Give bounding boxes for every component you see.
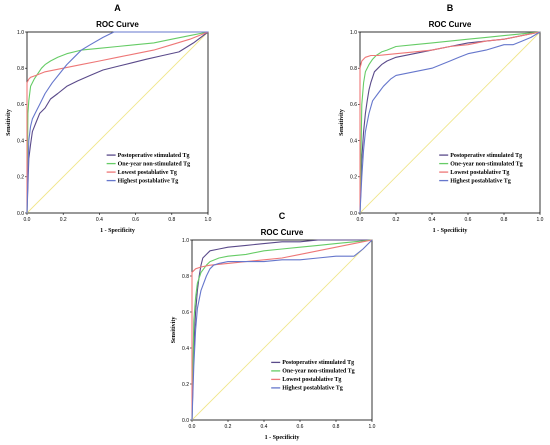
x-tick-label: 0.4: [429, 217, 436, 223]
series-line-one-year-non-stimulated-tg: [26, 31, 209, 214]
y-axis-label: Sensitivity: [339, 109, 345, 136]
legend-label: One-year non-stimulated Tg: [118, 161, 190, 167]
legend-label: Highest postablative Tg: [450, 178, 511, 184]
y-tick-label: 0.2: [182, 382, 189, 388]
legend-label: Lowest postablative Tg: [450, 170, 509, 176]
series-line-postoperative-stimulated-tg: [26, 31, 209, 214]
y-tick-label: 0.4: [350, 138, 357, 144]
series-line-lowest-postablative-tg: [359, 31, 541, 213]
y-tick-label: 0.2: [350, 175, 357, 181]
x-tick-label: 0.4: [261, 424, 268, 430]
reference-line: [26, 31, 209, 214]
x-tick-label: 0.6: [132, 217, 139, 223]
panel-a: A ROC Curve 0.0 0.2 0.4 0.6 0.8 1.0 0.0 0.2 0.4 0.6…: [6, 3, 212, 234]
panel-letter: B: [447, 3, 454, 13]
series-line-one-year-non-stimulated-tg: [359, 31, 541, 214]
x-tick-label: 0.0: [189, 424, 196, 430]
x-tick-label: 0.8: [333, 424, 340, 430]
panel-letter: C: [279, 211, 286, 221]
series-line-highest-postablative-tg: [191, 239, 373, 421]
legend-label: Highest postablative Tg: [282, 386, 343, 392]
series-line-one-year-non-stimulated-tg: [191, 239, 373, 421]
y-tick-label: 0.8: [17, 66, 24, 72]
y-tick-label: 0.8: [182, 274, 189, 280]
reference-line: [359, 31, 541, 214]
y-tick-label: 1.0: [17, 30, 24, 36]
x-axis-label: 1 - Specificity: [265, 435, 300, 441]
x-tick-label: 0.0: [24, 217, 31, 223]
x-tick-label: 1.0: [537, 217, 544, 223]
x-tick-label: 0.2: [393, 217, 400, 223]
legend-label: Lowest postablative Tg: [118, 170, 177, 176]
x-tick-label: 1.0: [205, 217, 212, 223]
series-line-postoperative-stimulated-tg: [191, 239, 372, 421]
x-axis-label: 1 - Specificity: [433, 228, 468, 234]
series-line-postoperative-stimulated-tg: [359, 31, 541, 214]
y-tick-label: 0.6: [17, 102, 24, 108]
y-tick-label: 1.0: [182, 238, 189, 244]
x-tick-label: 0.4: [96, 217, 103, 223]
series-line-lowest-postablative-tg: [191, 239, 373, 420]
chart-title: ROC Curve: [429, 20, 472, 29]
y-axis-label: Sensitivity: [171, 317, 177, 344]
y-tick-label: 0.4: [17, 138, 24, 144]
x-tick-label: 0.8: [501, 217, 508, 223]
panel-c: C ROC Curve 0.0 0.2 0.4 0.6 0.8 1.0 0.0 0.2 0.4 0.6…: [171, 211, 376, 441]
legend-label: Postoperative stimulated Tg: [282, 360, 354, 366]
panel-letter: A: [114, 3, 121, 13]
legend-label: One-year non-stimulated Tg: [450, 161, 522, 167]
series-line-highest-postablative-tg: [359, 31, 541, 214]
x-tick-label: 1.0: [369, 424, 376, 430]
x-tick-label: 0.2: [60, 217, 67, 223]
y-tick-label: 0.4: [182, 346, 189, 352]
legend-label: Postoperative stimulated Tg: [118, 153, 190, 159]
reference-line: [191, 239, 373, 421]
y-tick-label: 0.0: [17, 211, 24, 217]
y-tick-label: 0.0: [182, 418, 189, 424]
y-tick-label: 1.0: [350, 30, 357, 36]
series-line-highest-postablative-tg: [26, 31, 208, 214]
y-tick-label: 0.0: [350, 211, 357, 217]
y-tick-label: 0.8: [350, 66, 357, 72]
x-tick-label: 0.0: [357, 217, 364, 223]
y-tick-label: 0.2: [17, 175, 24, 181]
x-tick-label: 0.6: [465, 217, 472, 223]
x-tick-label: 0.8: [168, 217, 175, 223]
legend-label: Postoperative stimulated Tg: [450, 153, 522, 159]
y-tick-label: 0.6: [350, 102, 357, 108]
y-axis-label: Sensitivity: [6, 109, 12, 136]
x-tick-label: 0.2: [225, 424, 232, 430]
legend-label: Highest postablative Tg: [118, 178, 179, 184]
legend-label: One-year non-stimulated Tg: [282, 369, 354, 375]
series-line-lowest-postablative-tg: [26, 31, 209, 213]
chart-title: ROC Curve: [261, 228, 304, 237]
y-tick-label: 0.6: [182, 310, 189, 316]
legend-label: Lowest postablative Tg: [282, 377, 341, 383]
panel-b: B ROC Curve 0.0 0.2 0.4 0.6 0.8 1.0 0.0 0.2 0.4 0.6…: [339, 3, 544, 234]
x-axis-label: 1 - Specificity: [100, 228, 135, 234]
x-tick-label: 0.6: [297, 424, 304, 430]
chart-title: ROC Curve: [96, 20, 139, 29]
